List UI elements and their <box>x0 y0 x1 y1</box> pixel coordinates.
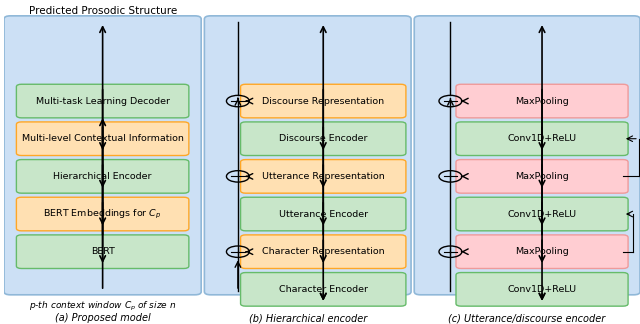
FancyBboxPatch shape <box>17 160 189 193</box>
FancyBboxPatch shape <box>456 272 628 306</box>
FancyBboxPatch shape <box>241 197 406 231</box>
FancyBboxPatch shape <box>241 235 406 269</box>
FancyBboxPatch shape <box>17 235 189 269</box>
Text: Conv1D+ReLU: Conv1D+ReLU <box>508 134 577 143</box>
Text: Character Encoder: Character Encoder <box>279 285 368 294</box>
Text: (a) Proposed model: (a) Proposed model <box>55 313 150 323</box>
Text: Discourse Representation: Discourse Representation <box>262 97 384 106</box>
Text: Conv1D+ReLU: Conv1D+ReLU <box>508 210 577 218</box>
Text: (c) Utterance/discourse encoder: (c) Utterance/discourse encoder <box>449 313 605 323</box>
Text: Utterance Encoder: Utterance Encoder <box>278 210 368 218</box>
FancyBboxPatch shape <box>241 84 406 118</box>
FancyBboxPatch shape <box>241 272 406 306</box>
Text: Utterance Representation: Utterance Representation <box>262 172 385 181</box>
Text: Multi-task Learning Decoder: Multi-task Learning Decoder <box>36 97 170 106</box>
FancyBboxPatch shape <box>241 122 406 156</box>
FancyBboxPatch shape <box>17 122 189 156</box>
FancyBboxPatch shape <box>204 16 411 295</box>
Text: BERT Embeddings for $C_p$: BERT Embeddings for $C_p$ <box>44 207 162 221</box>
FancyBboxPatch shape <box>456 84 628 118</box>
Text: MaxPooling: MaxPooling <box>515 172 569 181</box>
Text: Character Representation: Character Representation <box>262 247 385 256</box>
FancyBboxPatch shape <box>456 197 628 231</box>
Text: $p$-th context window $C_p$ of size $n$: $p$-th context window $C_p$ of size $n$ <box>29 300 176 313</box>
Text: Discourse Encoder: Discourse Encoder <box>279 134 367 143</box>
FancyBboxPatch shape <box>414 16 640 295</box>
FancyBboxPatch shape <box>4 16 201 295</box>
FancyBboxPatch shape <box>241 160 406 193</box>
Text: Predicted Prosodic Structure: Predicted Prosodic Structure <box>29 6 177 17</box>
FancyBboxPatch shape <box>456 235 628 269</box>
Text: BERT: BERT <box>91 247 115 256</box>
Text: Conv1D+ReLU: Conv1D+ReLU <box>508 285 577 294</box>
FancyBboxPatch shape <box>456 160 628 193</box>
Text: MaxPooling: MaxPooling <box>515 247 569 256</box>
FancyBboxPatch shape <box>17 197 189 231</box>
Text: MaxPooling: MaxPooling <box>515 97 569 106</box>
FancyBboxPatch shape <box>456 122 628 156</box>
Text: Hierarchical Encoder: Hierarchical Encoder <box>53 172 152 181</box>
Text: (b) Hierarchical encoder: (b) Hierarchical encoder <box>248 313 367 323</box>
Text: Multi-level Contextual Information: Multi-level Contextual Information <box>22 134 184 143</box>
FancyBboxPatch shape <box>17 84 189 118</box>
